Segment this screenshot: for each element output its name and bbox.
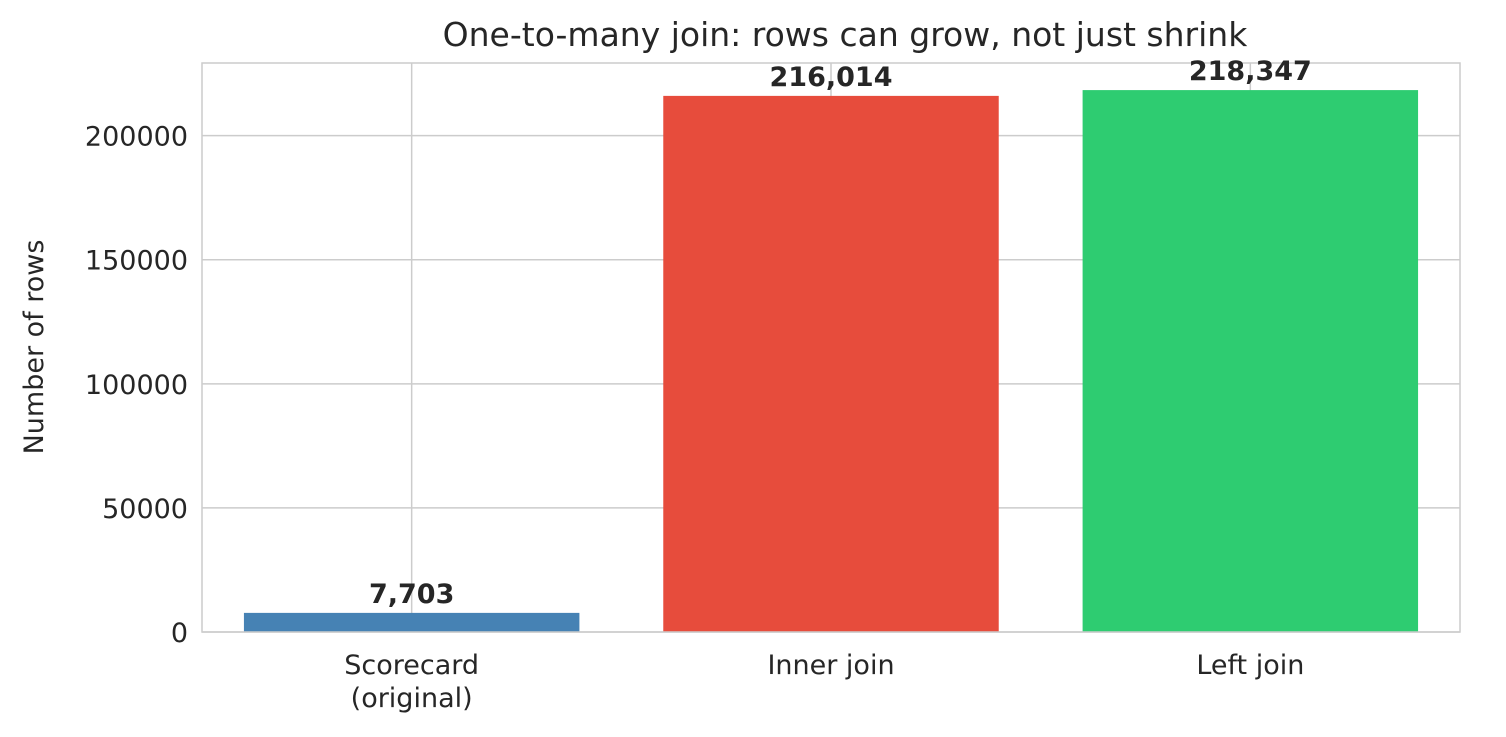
bar	[1082, 90, 1419, 632]
bar-value-label: 216,014	[770, 62, 893, 93]
y-axis-label: Number of rows	[19, 240, 50, 455]
bar-value-labels: 7,703 216,014 218,347	[369, 56, 1312, 610]
x-tick-label: Left join	[1196, 650, 1304, 681]
plot-frame	[201, 62, 1461, 633]
bar	[243, 612, 580, 632]
x-tick-label: Inner join	[767, 650, 894, 681]
y-tick-label: 0	[171, 618, 188, 649]
x-tick-label: (original)	[351, 683, 473, 714]
x-tick-labels: Scorecard(original) Inner join Left join	[344, 650, 1304, 714]
y-tick-label: 150000	[85, 246, 188, 277]
chart-title: One-to-many join: rows can grow, not jus…	[443, 15, 1249, 54]
x-tick-label: Scorecard	[344, 650, 479, 681]
bars	[243, 90, 1419, 632]
y-tick-label: 200000	[85, 122, 188, 153]
y-tick-label: 50000	[102, 494, 188, 525]
y-tick-label: 100000	[85, 370, 188, 401]
bar-value-label: 7,703	[369, 579, 454, 610]
bar	[663, 95, 999, 632]
bar-value-label: 218,347	[1189, 56, 1312, 87]
y-tick-labels: 0 50000 100000 150000 200000	[85, 122, 188, 649]
